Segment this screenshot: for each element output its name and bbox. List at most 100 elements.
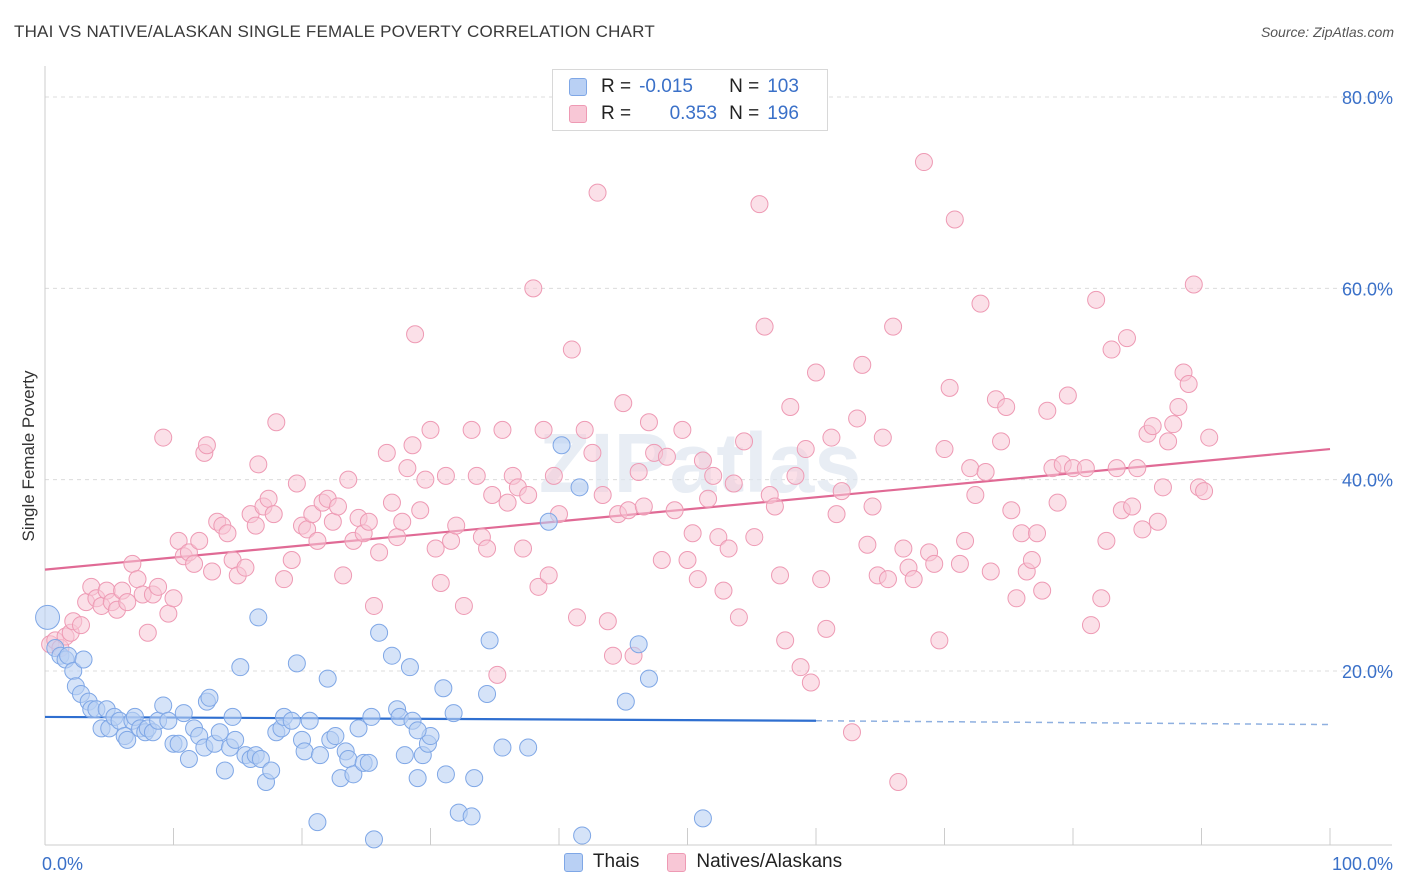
natives-point: [822, 428, 841, 447]
natives-point: [123, 554, 142, 573]
natives-point: [149, 577, 168, 596]
thais-point: [616, 692, 635, 711]
legend-row-thais: R = -0.015 N = 103: [569, 74, 799, 100]
natives-point: [118, 593, 137, 612]
natives-point: [1143, 417, 1162, 436]
natives-point: [976, 463, 995, 482]
natives-point: [858, 535, 877, 554]
natives-point: [1184, 275, 1203, 294]
natives-point: [488, 665, 507, 684]
natives-point: [1153, 478, 1172, 497]
natives-point: [1022, 551, 1041, 570]
natives-point: [462, 420, 481, 439]
natives-point: [493, 420, 512, 439]
natives-point: [539, 566, 558, 585]
thais-point: [262, 761, 281, 780]
legend-r-value-natives: 0.353: [669, 103, 718, 124]
thais-point: [35, 604, 61, 630]
natives-point: [853, 355, 872, 374]
natives-point: [246, 516, 265, 535]
natives-point: [1107, 459, 1126, 478]
thais-trend-extension: [815, 719, 1331, 726]
natives-point: [745, 528, 764, 547]
thais-point: [339, 750, 358, 769]
natives-point: [388, 528, 407, 547]
thais-point: [400, 658, 419, 677]
natives-point: [328, 497, 347, 516]
thais-point: [539, 512, 558, 531]
natives-point: [519, 485, 538, 504]
axes: [44, 66, 1392, 846]
thais-point: [434, 679, 453, 698]
legend-r-label: R =: [601, 76, 632, 97]
thais-point: [310, 746, 329, 765]
natives-point: [416, 470, 435, 489]
natives-point: [755, 317, 774, 336]
natives-point: [1200, 428, 1219, 447]
natives-point: [1169, 397, 1188, 416]
thais-point: [169, 734, 188, 753]
natives-point: [1128, 459, 1147, 478]
natives-point: [848, 409, 867, 428]
y-tick-labels: 20.0% 40.0% 60.0% 80.0%: [1342, 88, 1393, 682]
thais-legend-label: Thais: [592, 851, 640, 872]
natives-swatch: [569, 105, 587, 123]
natives-point: [1058, 386, 1077, 405]
natives-point: [827, 505, 846, 524]
legend-row-natives: R = 0.353 N = 196: [569, 101, 799, 127]
natives-point: [956, 531, 975, 550]
legend-item-thais[interactable]: Thais: [563, 851, 640, 873]
natives-point: [154, 428, 173, 447]
natives-point: [467, 466, 486, 485]
thais-swatch: [569, 78, 587, 96]
natives-point: [683, 524, 702, 543]
natives-point: [1123, 497, 1142, 516]
natives-point: [966, 485, 985, 504]
natives-point: [894, 539, 913, 558]
natives-point: [359, 512, 378, 531]
natives-point: [334, 566, 353, 585]
natives-point: [1164, 415, 1183, 434]
thais-point: [382, 646, 401, 665]
natives-point: [791, 658, 810, 677]
natives-point: [863, 497, 882, 516]
natives-point: [842, 723, 861, 742]
thais-point: [159, 711, 178, 730]
natives-point: [1102, 340, 1121, 359]
natives-point: [478, 539, 497, 558]
natives-point: [236, 558, 255, 577]
natives-point: [992, 432, 1011, 451]
natives-point: [750, 195, 769, 214]
natives-point: [614, 394, 633, 413]
natives-point: [945, 210, 964, 229]
legend-item-natives[interactable]: Natives/Alaskans: [667, 851, 842, 873]
thais-point: [362, 707, 381, 726]
natives-point: [693, 451, 712, 470]
thais-point: [308, 813, 327, 832]
thais-point: [359, 753, 378, 772]
natives-point: [771, 566, 790, 585]
natives-point: [807, 363, 825, 382]
thais-point: [519, 738, 538, 757]
natives-point: [914, 153, 933, 172]
natives-point: [781, 397, 800, 416]
natives-point: [203, 562, 222, 581]
thais-point: [249, 608, 268, 627]
thais-point: [282, 711, 301, 730]
y-axis-label: Single Female Poverty: [19, 370, 38, 542]
natives-point: [699, 489, 718, 508]
natives-point: [534, 420, 553, 439]
legend-n-label: N =: [729, 103, 760, 124]
natives-point: [735, 432, 754, 451]
natives-point: [639, 413, 658, 432]
natives-point: [1195, 482, 1214, 501]
natives-point: [377, 443, 396, 462]
natives-point: [264, 505, 283, 524]
natives-point: [665, 501, 684, 520]
thais-point: [436, 765, 455, 784]
natives-point: [935, 440, 954, 459]
thais-point: [552, 436, 571, 455]
natives-point: [1002, 501, 1021, 520]
natives-point: [524, 279, 543, 298]
thais-point: [465, 769, 484, 788]
